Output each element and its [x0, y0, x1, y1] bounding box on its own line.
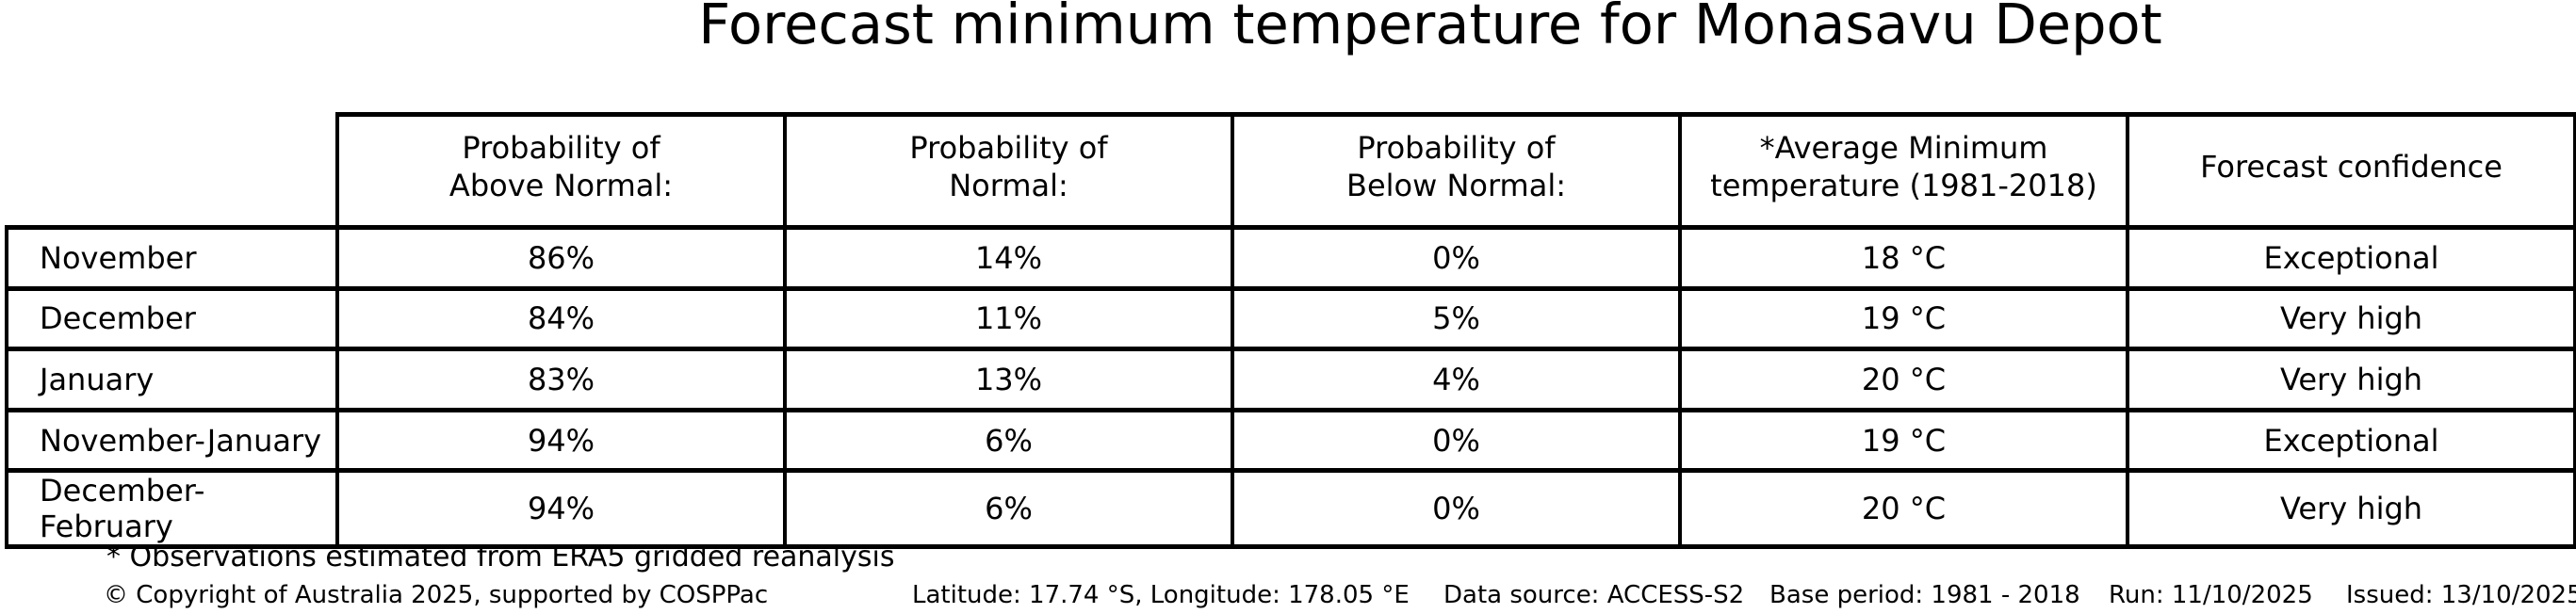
page-title: Forecast minimum temperature for Monasav… — [698, 0, 2162, 57]
period-cell: November — [5, 225, 339, 291]
table-row-december: December 84% 11% 5% 19 °C Very high — [5, 285, 2576, 352]
run-date-text: Run: 11/10/2025 — [2109, 581, 2313, 609]
normal-cell: 6% — [783, 407, 1234, 474]
above-normal-cell: 84% — [335, 285, 787, 352]
base-period-text: Base period: 1981 - 2018 — [1769, 581, 2080, 609]
confidence-cell: Very high — [2126, 468, 2576, 550]
normal-cell: 6% — [783, 468, 1234, 550]
below-normal-cell: 0% — [1231, 225, 1682, 291]
period-cell: December-February — [5, 468, 339, 550]
confidence-cell: Very high — [2126, 347, 2576, 412]
table-corner-empty — [7, 115, 337, 228]
data-source-text: Data source: ACCESS-S2 — [1443, 581, 1745, 609]
col-header-below-normal: Probability of Below Normal: — [1231, 112, 1682, 230]
era5-footnote: * Observations estimated from ERA5 gridd… — [106, 541, 895, 574]
table-row-december-february: December-February 94% 6% 0% 20 °C Very h… — [5, 468, 2576, 550]
below-normal-cell: 5% — [1231, 285, 1682, 352]
col-header-forecast-confidence: Forecast confidence — [2126, 112, 2576, 230]
avg-min-temp-cell: 18 °C — [1678, 225, 2129, 291]
avg-min-temp-cell: 20 °C — [1678, 347, 2129, 412]
confidence-cell: Exceptional — [2126, 225, 2576, 291]
avg-min-temp-cell: 20 °C — [1678, 468, 2129, 550]
copyright-text: © Copyright of Australia 2025, supported… — [104, 581, 769, 609]
table-row-november: November 86% 14% 0% 18 °C Exceptional — [5, 225, 2576, 291]
table-row-november-january: November-January 94% 6% 0% 19 °C Excepti… — [5, 407, 2576, 474]
above-normal-cell: 86% — [335, 225, 787, 291]
avg-min-temp-cell: 19 °C — [1678, 407, 2129, 474]
confidence-cell: Very high — [2126, 285, 2576, 352]
col-header-avg-min-temp: *Average Minimum temperature (1981-2018) — [1678, 112, 2129, 230]
location-text: Latitude: 17.74 °S, Longitude: 178.05 °E — [912, 581, 1410, 609]
below-normal-cell: 4% — [1231, 347, 1682, 412]
normal-cell: 11% — [783, 285, 1234, 352]
below-normal-cell: 0% — [1231, 468, 1682, 550]
issued-date-text: Issued: 13/10/2025 — [2346, 581, 2576, 609]
above-normal-cell: 94% — [335, 407, 787, 474]
confidence-cell: Exceptional — [2126, 407, 2576, 474]
above-normal-cell: 94% — [335, 468, 787, 550]
period-cell: November-January — [5, 407, 339, 474]
period-cell: December — [5, 285, 339, 352]
above-normal-cell: 83% — [335, 347, 787, 412]
table-row-january: January 83% 13% 4% 20 °C Very high — [5, 347, 2576, 412]
col-header-above-normal: Probability of Above Normal: — [335, 112, 787, 230]
normal-cell: 13% — [783, 347, 1234, 412]
col-header-normal: Probability of Normal: — [783, 112, 1234, 230]
normal-cell: 14% — [783, 225, 1234, 291]
avg-min-temp-cell: 19 °C — [1678, 285, 2129, 352]
table-header-row: Probability of Above Normal: Probability… — [7, 112, 2576, 230]
forecast-table: Probability of Above Normal: Probability… — [5, 112, 2576, 550]
period-cell: January — [5, 347, 339, 412]
below-normal-cell: 0% — [1231, 407, 1682, 474]
